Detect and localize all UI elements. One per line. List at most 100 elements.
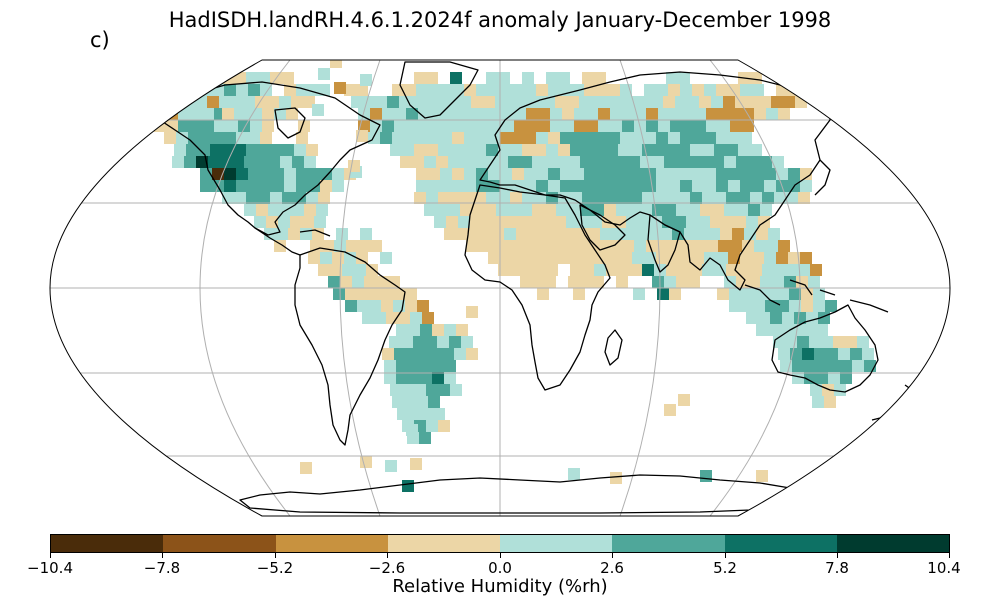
- grid-cell: [600, 228, 612, 240]
- grid-cell: [510, 144, 522, 156]
- grid-cell: [634, 240, 646, 252]
- grid-cell: [268, 204, 280, 216]
- grid-cell: [716, 132, 728, 144]
- grid-cell: [492, 228, 504, 240]
- grid-cell: [214, 120, 226, 132]
- grid-cell: [502, 120, 514, 132]
- grid-cell: [272, 168, 284, 180]
- grid-cell: [556, 156, 568, 168]
- grid-cell: [304, 156, 316, 168]
- grid-cell: [234, 144, 246, 156]
- grid-cell: [584, 168, 596, 180]
- grid-cell: [224, 132, 236, 144]
- grid-cell: [334, 82, 346, 94]
- grid-cell: [828, 372, 840, 384]
- grid-cell: [248, 168, 260, 180]
- grid-cell: [714, 144, 726, 156]
- grid-cell: [546, 144, 558, 156]
- grid-cell: [654, 144, 666, 156]
- grid-cell: [496, 204, 508, 216]
- grid-cell: [385, 460, 397, 472]
- grid-cell: [592, 276, 604, 288]
- grid-cell: [724, 156, 736, 168]
- grid-cell: [236, 84, 248, 96]
- grid-cell: [555, 96, 567, 108]
- grid-cell: [296, 168, 308, 180]
- grid-cell: [488, 168, 500, 180]
- grid-cell: [420, 372, 432, 384]
- grid-cell: [154, 108, 166, 120]
- grid-cell: [428, 84, 440, 96]
- grid-cell: [437, 336, 449, 348]
- grid-cell: [394, 348, 406, 360]
- grid-cell: [664, 156, 676, 168]
- grid-cell: [174, 144, 186, 156]
- grid-cell: [450, 192, 462, 204]
- grid-cell: [394, 108, 406, 120]
- grid-cell: [508, 204, 520, 216]
- colorbar-tick-label: 10.4: [927, 559, 961, 577]
- grid-cell: [423, 96, 435, 108]
- grid-cell: [300, 228, 312, 240]
- grid-cell: [744, 228, 756, 240]
- grid-cell: [414, 72, 426, 84]
- grid-cell: [700, 204, 712, 216]
- grid-cell: [726, 264, 738, 276]
- grid-cell: [680, 84, 692, 96]
- grid-cell: [825, 300, 837, 312]
- grid-cell: [426, 192, 438, 204]
- grid-cell: [540, 228, 552, 240]
- grid-cell: [534, 144, 546, 156]
- grid-cell: [580, 156, 592, 168]
- grid-cell: [802, 348, 814, 360]
- grid-cell: [682, 120, 694, 132]
- grid-cell: [626, 216, 638, 228]
- grid-cell: [414, 144, 426, 156]
- grid-cell: [548, 252, 560, 264]
- grid-cell: [312, 104, 324, 116]
- grid-cell: [388, 276, 400, 288]
- grid-cell: [768, 228, 780, 240]
- grid-cell: [766, 108, 778, 120]
- grid-cell: [714, 264, 726, 276]
- grid-cell: [506, 216, 518, 228]
- grid-cell: [418, 120, 430, 132]
- grid-cell: [726, 144, 738, 156]
- grid-cell: [496, 156, 508, 168]
- grid-cell: [664, 276, 676, 288]
- grid-cell: [260, 168, 272, 180]
- grid-cell: [425, 336, 437, 348]
- grid-cell: [476, 168, 488, 180]
- grid-cell: [560, 252, 572, 264]
- grid-cell: [446, 216, 458, 228]
- grid-cell: [410, 458, 422, 470]
- grid-cell: [226, 120, 238, 132]
- grid-cell: [444, 324, 456, 336]
- grid-cell: [356, 252, 368, 264]
- grid-cell: [772, 276, 784, 288]
- grid-cell: [514, 108, 526, 120]
- grid-cell: [234, 104, 246, 116]
- grid-cell: [548, 180, 560, 192]
- grid-cell: [610, 120, 622, 132]
- grid-cell: [687, 96, 699, 108]
- grid-cell: [716, 168, 728, 180]
- grid-cell: [572, 168, 584, 180]
- grid-cell: [606, 144, 618, 156]
- grid-cell: [414, 384, 426, 396]
- grid-cell: [628, 156, 640, 168]
- grid-cell: [789, 300, 801, 312]
- grid-cell: [680, 180, 692, 192]
- grid-cell: [428, 180, 440, 192]
- grid-cell: [762, 192, 774, 204]
- grid-cell: [754, 108, 766, 120]
- grid-cell: [606, 192, 618, 204]
- grid-cell: [572, 180, 584, 192]
- grid-cell: [222, 108, 234, 120]
- grid-cell: [318, 264, 330, 276]
- grid-cell: [582, 192, 594, 204]
- grid-cell: [260, 84, 272, 96]
- grid-cell: [750, 264, 762, 276]
- grid-cell: [502, 240, 514, 252]
- grid-cell: [370, 240, 382, 252]
